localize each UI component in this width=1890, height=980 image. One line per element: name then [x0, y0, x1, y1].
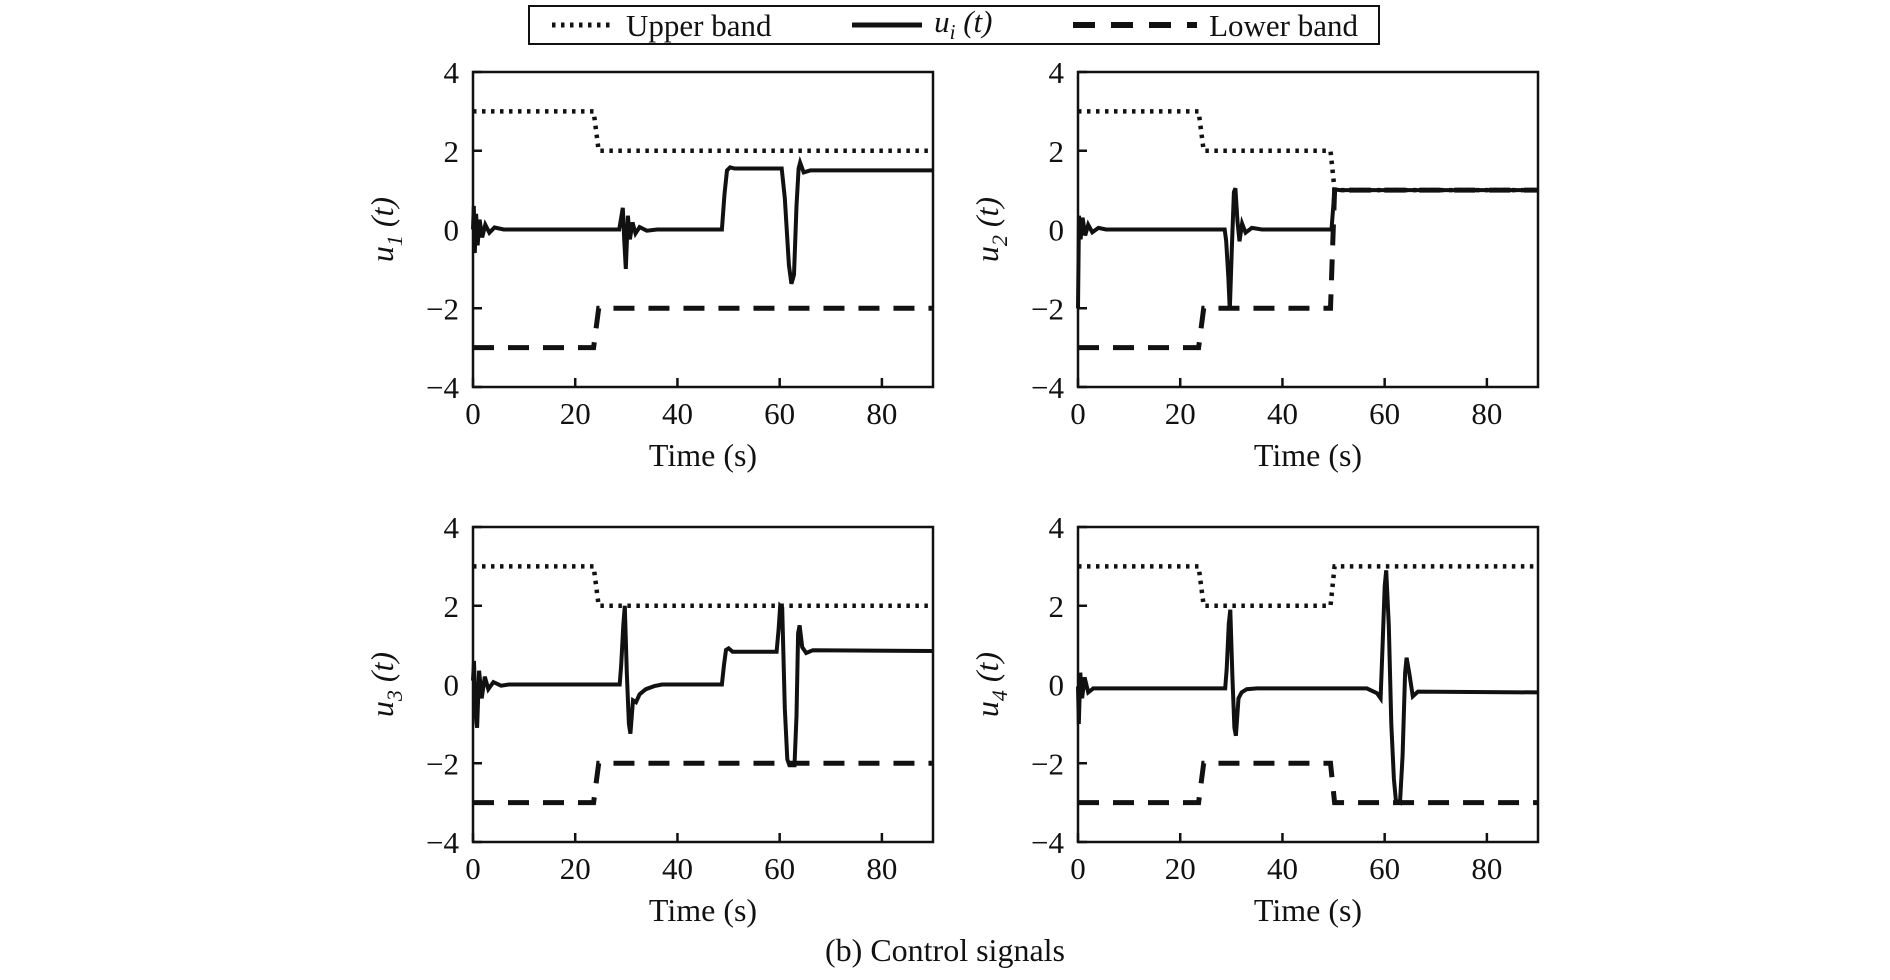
subplot-u3: 4 2 0 −2 −4 0 20 40 60 80 Time (s) u3 (t): [353, 512, 953, 942]
x-tick-label: 40: [662, 396, 693, 431]
legend-label-upper-band: Upper band: [626, 7, 772, 43]
x-tick-label: 40: [1267, 396, 1298, 431]
legend-item-lower-band: Lower band: [1071, 10, 1358, 41]
y-tick-label: −4: [1031, 825, 1064, 860]
y-tick-label: 2: [444, 134, 460, 169]
x-tick-label: 0: [465, 851, 481, 886]
y-tick-label: 0: [444, 213, 460, 248]
legend: Upper band ui (t) Lower band: [528, 5, 1380, 45]
x-tick-label: 60: [1369, 396, 1400, 431]
x-tick-label: 20: [560, 851, 591, 886]
y-tick-label: 2: [444, 589, 460, 624]
upper-band-line: [473, 109, 933, 154]
x-tick-label: 0: [1070, 396, 1086, 431]
u2-t--line: [1076, 186, 1538, 311]
y-tick-label: −4: [426, 370, 459, 405]
y-tick-label: −4: [426, 825, 459, 860]
x-tick-label: 80: [1471, 396, 1502, 431]
y-tick-label: −4: [1031, 370, 1064, 405]
legend-item-upper-band: Upper band: [550, 10, 771, 41]
y-tick-label: 2: [1049, 589, 1065, 624]
x-tick-label: 40: [1267, 851, 1298, 886]
lower-band-line: [1078, 760, 1538, 806]
x-axis-label: Time (s): [1254, 892, 1362, 928]
legend-label-lower-band: Lower band: [1209, 7, 1358, 43]
x-tick-label: 20: [1165, 396, 1196, 431]
legend-item-signal: ui (t): [850, 6, 992, 43]
u1-t--line: [471, 155, 933, 285]
y-tick-label: 0: [1049, 213, 1065, 248]
dashed-line-icon: [1073, 22, 1198, 28]
upper-band-line: [1078, 109, 1538, 193]
x-tick-label: 80: [866, 851, 897, 886]
y-tick-label: −2: [426, 291, 459, 326]
y-tick-label: 4: [1049, 512, 1065, 545]
x-tick-label: 0: [465, 396, 481, 431]
x-tick-label: 0: [1070, 851, 1086, 886]
dotted-line-icon: [552, 22, 614, 28]
legend-label-signal: ui (t): [934, 4, 993, 45]
u4-t--line: [1076, 570, 1539, 806]
lower-band-line: [1078, 187, 1538, 351]
solid-line-icon: [852, 22, 923, 28]
x-axis-label: Time (s): [649, 892, 757, 928]
x-tick-label: 80: [1471, 851, 1502, 886]
lower-band-line: [473, 760, 933, 806]
figure-caption: (b) Control signals: [825, 932, 1065, 968]
y-tick-label: −2: [1031, 746, 1064, 781]
x-tick-label: 60: [1369, 851, 1400, 886]
y-axis-label: u2 (t): [969, 197, 1012, 262]
u3-t--line: [471, 601, 934, 768]
x-tick-label: 60: [764, 851, 795, 886]
y-tick-label: 0: [1049, 668, 1065, 703]
subplot-u4: 4 2 0 −2 −4 0 20 40 60 80 Time (s) u4 (t): [958, 512, 1558, 942]
lower-band-line: [473, 305, 933, 351]
y-axis-label: u1 (t): [364, 197, 407, 262]
y-tick-label: 0: [444, 668, 460, 703]
x-tick-label: 20: [1165, 851, 1196, 886]
y-tick-label: −2: [426, 746, 459, 781]
y-tick-label: 4: [1049, 57, 1065, 90]
y-axis-label: u4 (t): [969, 652, 1012, 717]
y-tick-label: 4: [444, 57, 460, 90]
y-tick-label: 4: [444, 512, 460, 545]
y-tick-label: −2: [1031, 291, 1064, 326]
subplot-u2: 4 2 0 −2 −4 0 20 40 60 80 Time (s) u2 (t): [958, 57, 1558, 487]
subplot-u1: 4 2 0 −2 −4 0 20 40 60 80 Time (s) u1 (t): [353, 57, 953, 487]
upper-band-line: [473, 564, 933, 609]
x-tick-label: 60: [764, 396, 795, 431]
x-tick-label: 20: [560, 396, 591, 431]
upper-band-line: [1078, 564, 1538, 609]
x-axis-label: Time (s): [649, 437, 757, 473]
y-tick-label: 2: [1049, 134, 1065, 169]
x-axis-label: Time (s): [1254, 437, 1362, 473]
x-tick-label: 40: [662, 851, 693, 886]
plot-frame-u4: [1076, 525, 1540, 844]
x-tick-label: 80: [866, 396, 897, 431]
y-axis-label: u3 (t): [364, 652, 407, 717]
